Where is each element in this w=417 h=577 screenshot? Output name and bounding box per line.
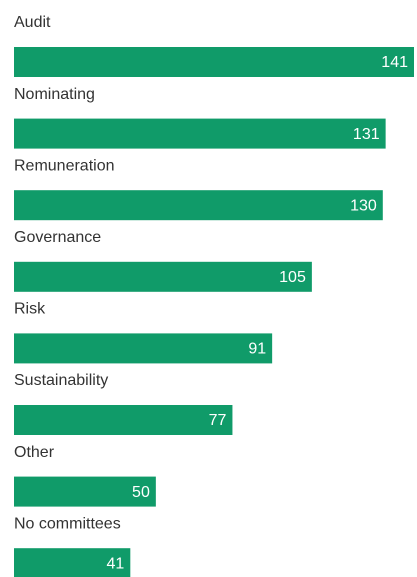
category-label: Nominating (14, 86, 95, 103)
bar (14, 476, 156, 507)
value-label: 130 (350, 197, 377, 214)
category-label: Audit (14, 14, 51, 31)
bar (14, 405, 233, 435)
value-label: 77 (209, 412, 227, 429)
bar (14, 261, 312, 292)
value-label: 105 (279, 269, 306, 286)
value-label: 131 (353, 126, 380, 143)
value-label: 50 (132, 484, 150, 501)
value-label: 41 (107, 555, 125, 572)
category-label: Other (14, 444, 55, 461)
category-label: No committees (14, 515, 121, 532)
category-label: Risk (14, 301, 46, 318)
category-label: Remuneration (14, 157, 115, 174)
value-label: 91 (248, 341, 266, 358)
category-label: Sustainability (14, 372, 108, 389)
category-label: Governance (14, 229, 101, 246)
value-label: 141 (381, 54, 408, 71)
bar (14, 333, 273, 364)
bar (14, 548, 131, 577)
bar (14, 47, 414, 77)
bar (14, 190, 383, 221)
bar (14, 118, 386, 149)
